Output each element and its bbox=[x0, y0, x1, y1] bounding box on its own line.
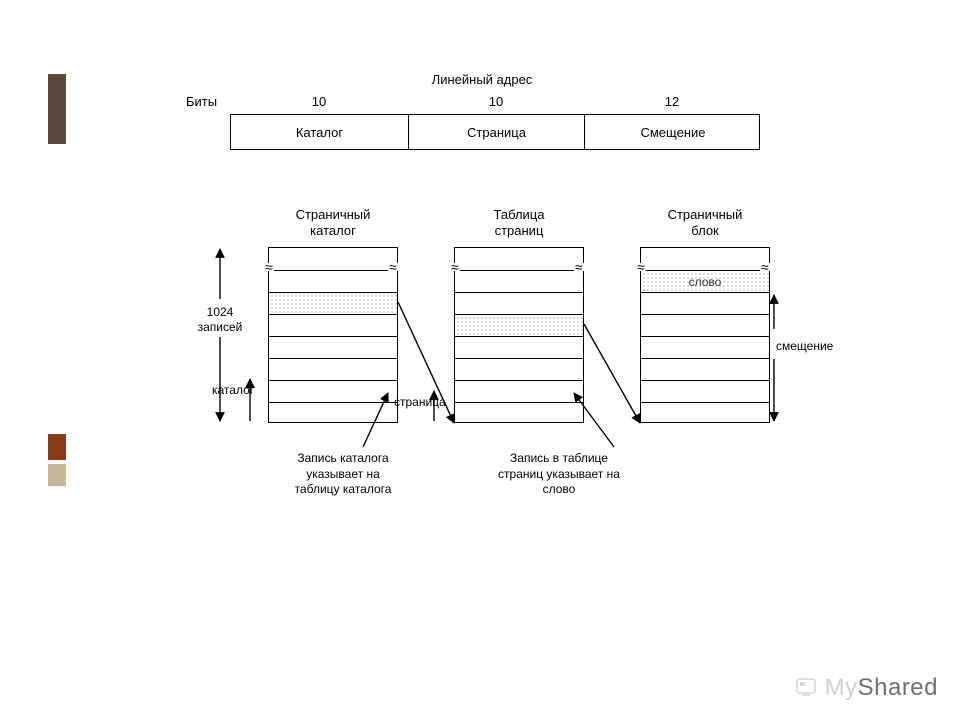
truncation-mark: ≈ bbox=[450, 263, 460, 271]
address-cell-page: Страница bbox=[409, 115, 585, 149]
decor-bar-2 bbox=[48, 434, 66, 460]
address-cell-offset: Смещение bbox=[585, 115, 761, 149]
caption-page-table-entry: Запись в таблице страниц указывает на сл… bbox=[474, 451, 644, 498]
bits-field-offset: 12 bbox=[584, 94, 760, 109]
watermark-icon bbox=[795, 676, 817, 698]
linear-address-box: Каталог Страница Смещение bbox=[230, 114, 760, 150]
diagram-title: Линейный адрес bbox=[178, 72, 786, 87]
bits-field-catalog: 10 bbox=[230, 94, 408, 109]
address-translation-diagram: Линейный адрес Биты 10 10 12 Каталог Стр… bbox=[178, 72, 786, 566]
pointer-label-page: страница bbox=[394, 395, 446, 409]
slide: Линейный адрес Биты 10 10 12 Каталог Стр… bbox=[0, 0, 960, 720]
watermark-text-shared: Shared bbox=[858, 674, 938, 701]
entries-count-label: 1024 записей bbox=[190, 305, 250, 335]
decor-bar-1 bbox=[48, 74, 66, 144]
page-block: слово bbox=[640, 247, 770, 423]
table-title-catalog: Страничный каталог bbox=[268, 207, 398, 240]
truncation-mark: ≈ bbox=[388, 263, 398, 271]
address-cell-catalog: Каталог bbox=[231, 115, 409, 149]
table-title-page-table: Таблица страниц bbox=[454, 207, 584, 240]
truncation-mark: ≈ bbox=[760, 263, 770, 271]
bits-label: Биты bbox=[186, 94, 217, 109]
truncation-mark: ≈ bbox=[264, 263, 274, 271]
watermark: MyShared bbox=[795, 674, 938, 702]
page-directory-table bbox=[268, 247, 398, 423]
caption-catalog-entry: Запись каталога указывает на таблицу кат… bbox=[258, 451, 428, 498]
page-table bbox=[454, 247, 584, 423]
bits-field-page: 10 bbox=[408, 94, 584, 109]
offset-label: смещение bbox=[776, 339, 833, 353]
watermark-text-my: My bbox=[825, 674, 858, 701]
truncation-mark: ≈ bbox=[636, 263, 646, 271]
truncation-mark: ≈ bbox=[574, 263, 584, 271]
table-title-page-block: Страничный блок bbox=[640, 207, 770, 240]
decor-bar-3 bbox=[48, 464, 66, 486]
pointer-label-catalog: каталог bbox=[212, 383, 254, 397]
